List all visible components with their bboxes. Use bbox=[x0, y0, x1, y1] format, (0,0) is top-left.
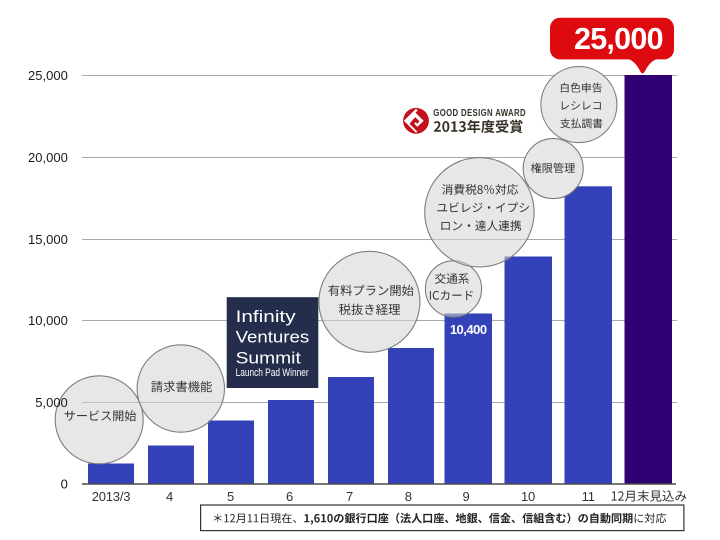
svg-text:5: 5 bbox=[227, 489, 234, 504]
svg-text:6: 6 bbox=[286, 489, 293, 504]
svg-text:25,000: 25,000 bbox=[574, 22, 663, 56]
svg-text:Launch Pad Winner: Launch Pad Winner bbox=[236, 367, 309, 379]
svg-text:Ventures: Ventures bbox=[236, 328, 310, 347]
svg-text:Infinity: Infinity bbox=[236, 307, 297, 326]
svg-text:5,000: 5,000 bbox=[35, 395, 68, 410]
svg-text:0: 0 bbox=[61, 477, 68, 492]
svg-text:7: 7 bbox=[346, 489, 353, 504]
svg-text:20,000: 20,000 bbox=[28, 150, 68, 165]
svg-text:8: 8 bbox=[405, 489, 412, 504]
svg-text:GOOD DESIGN AWARD: GOOD DESIGN AWARD bbox=[433, 107, 526, 118]
svg-text:11: 11 bbox=[582, 489, 595, 504]
svg-text:10,000: 10,000 bbox=[28, 313, 68, 328]
svg-text:9: 9 bbox=[462, 489, 469, 504]
svg-text:10: 10 bbox=[521, 489, 535, 504]
svg-text:Summit: Summit bbox=[236, 349, 302, 368]
svg-text:10,400: 10,400 bbox=[450, 322, 487, 337]
svg-text:25,000: 25,000 bbox=[28, 68, 68, 83]
svg-text:4: 4 bbox=[166, 489, 173, 504]
svg-text:2013/3: 2013/3 bbox=[92, 489, 131, 504]
svg-text:15,000: 15,000 bbox=[28, 232, 68, 247]
